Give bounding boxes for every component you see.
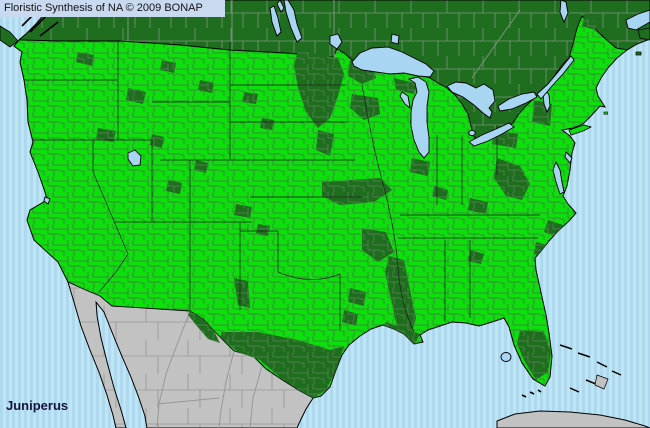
lake-michigan (407, 76, 430, 159)
species-name-label: Juniperus (6, 398, 69, 413)
nantucket (603, 111, 608, 115)
green-bay (399, 91, 411, 110)
chesapeake-bay (552, 160, 565, 195)
grand-manan-island (635, 51, 642, 56)
lake-huron (446, 81, 496, 119)
lake-winnipeg (283, 0, 303, 43)
lake-winnipegosis (276, 0, 285, 13)
lakes (43, 0, 650, 362)
quebec-river-sliver (559, 0, 569, 24)
lake-okeechobee (500, 352, 512, 362)
san-francisco-bay (43, 196, 51, 205)
dark-county-patches (76, 18, 598, 398)
florida-keys (521, 389, 542, 398)
delaware-bay (564, 151, 573, 164)
bay-of-fundy (625, 9, 650, 31)
mexico-state-borders (156, 310, 263, 428)
map-title: Floristic Synthesis of NA © 2009 BONAP (4, 2, 203, 14)
coastal-extras (0, 9, 650, 428)
lake-superior (351, 46, 435, 78)
st-lawrence-river (536, 55, 575, 100)
lake-st-clair (468, 129, 476, 137)
state-borders (24, 41, 540, 333)
nova-scotia (637, 27, 650, 41)
cuba (496, 410, 650, 428)
lake-of-the-woods (329, 33, 343, 50)
bahamas (559, 344, 622, 393)
canada-province-borders (127, 0, 521, 79)
long-island (568, 124, 593, 136)
mexico-region (67, 281, 314, 428)
great-salt-lake (127, 149, 142, 167)
lake-ontario (497, 91, 538, 112)
lake-erie (468, 122, 515, 147)
lake-nipigon (390, 33, 400, 45)
map-title-bar: Floristic Synthesis of NA © 2009 BONAP (0, 0, 225, 17)
vancouver-island (0, 25, 19, 48)
andros-island (594, 374, 609, 390)
lake-manitoba (269, 5, 282, 37)
